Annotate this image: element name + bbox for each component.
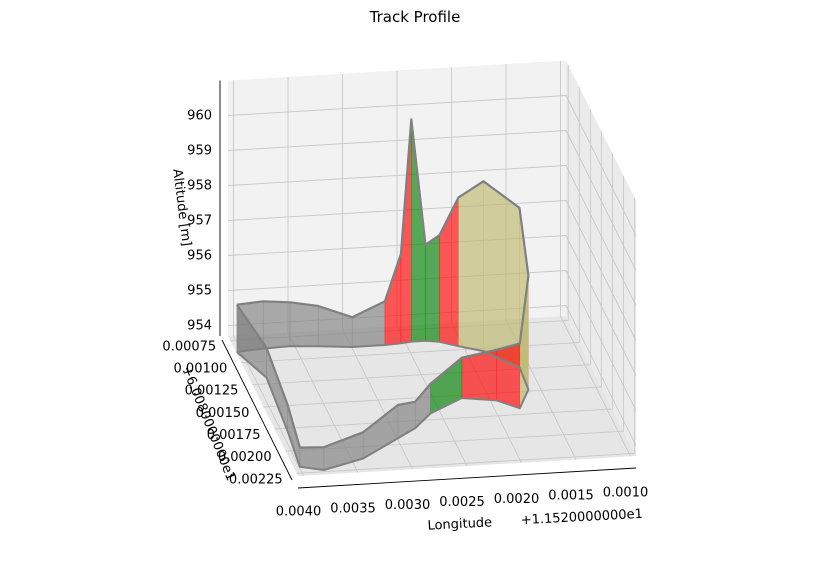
track-fill-segment bbox=[289, 302, 319, 347]
chart-title: Track Profile bbox=[369, 8, 461, 26]
x-tick-label: 0.0030 bbox=[385, 498, 431, 513]
y-tick-label: 0.00150 bbox=[196, 406, 250, 421]
z-tick-label: 955 bbox=[187, 284, 212, 299]
z-tick-label: 960 bbox=[187, 109, 212, 124]
grid-line-lat bbox=[241, 87, 580, 364]
z-tick-label: 958 bbox=[187, 179, 212, 194]
track-fill-segment bbox=[425, 234, 440, 343]
track-fill-curtain bbox=[236, 119, 529, 471]
x-axis-offset: +1.1520000000e1 bbox=[520, 507, 643, 528]
y-tick-label: 0.00125 bbox=[185, 384, 239, 399]
y-tick-label: 0.00225 bbox=[229, 472, 283, 487]
y-tick-label: 0.00175 bbox=[207, 428, 261, 443]
grid-line-lat bbox=[285, 175, 625, 452]
y-tick-label: 0.00200 bbox=[218, 450, 272, 465]
grid-line-alt bbox=[227, 130, 637, 271]
grid-line-lat bbox=[263, 131, 602, 408]
track-lines bbox=[235, 118, 530, 471]
z-tick-label: 959 bbox=[187, 144, 212, 159]
y-axis-offset: +6.0080000000e1 bbox=[178, 364, 238, 483]
grid-line-lat bbox=[252, 109, 591, 386]
grid-line-alt bbox=[227, 235, 637, 376]
tick-labels: 0.0040 0.0035 0.0030 0.0025 0.0020 0.0015 0.00… bbox=[162, 109, 648, 520]
y-tick-label: 0.00100 bbox=[174, 362, 228, 377]
x-tick-label: 0.0040 bbox=[276, 505, 322, 520]
axis-lines bbox=[219, 80, 637, 489]
track-fill-segment bbox=[483, 180, 520, 368]
z-tick-label: 956 bbox=[187, 249, 212, 264]
x-tick-label: 0.0025 bbox=[439, 495, 485, 510]
grid-line-alt bbox=[227, 95, 637, 236]
track-line-bottom bbox=[236, 339, 530, 471]
x-tick-label: 0.0010 bbox=[603, 485, 649, 500]
track-fill-segment bbox=[458, 180, 484, 352]
track-fill-segment bbox=[496, 343, 521, 409]
x-tick-label: 0.0015 bbox=[548, 489, 594, 504]
track-fill-segment bbox=[262, 301, 291, 349]
grid-line-lat bbox=[296, 197, 636, 474]
grid-line-alt bbox=[227, 270, 637, 411]
track-line-top bbox=[235, 118, 530, 449]
x-axis-label: Longitude bbox=[427, 515, 492, 533]
x-tick-label: 0.0035 bbox=[330, 502, 376, 517]
y-tick-label: 0.00075 bbox=[162, 339, 216, 354]
x-tick-label: 0.0020 bbox=[494, 492, 540, 507]
grid-line-alt bbox=[227, 165, 637, 306]
grid-line-alt bbox=[227, 200, 637, 341]
x-axis-line bbox=[297, 467, 637, 489]
z-tick-label: 954 bbox=[187, 319, 212, 334]
z-tick-label: 957 bbox=[187, 214, 212, 229]
y-axis-line bbox=[221, 339, 293, 481]
